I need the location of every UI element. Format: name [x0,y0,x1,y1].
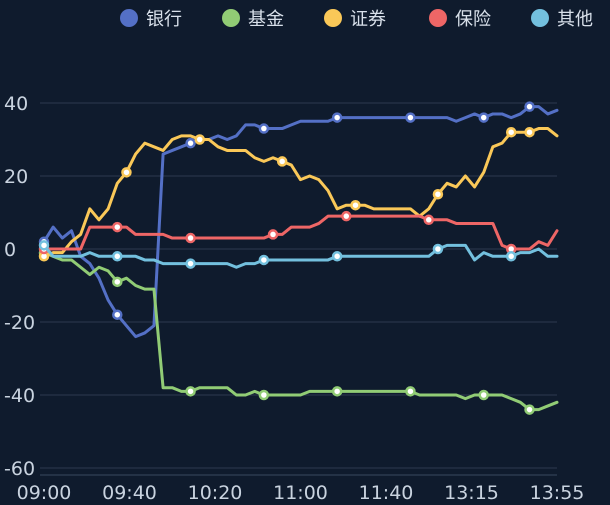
x-tick-label: 13:55 [530,482,585,504]
data-point[interactable] [423,214,434,226]
series-1 [38,247,559,415]
legend-item[interactable]: 其他 [531,9,593,30]
data-point[interactable] [432,243,444,255]
data-point[interactable] [524,404,535,415]
grid-lines [40,102,557,476]
legend-label: 其他 [557,9,593,30]
legend-swatch [324,9,342,27]
y-tick-label: 20 [4,166,28,188]
legend-label: 基金 [248,9,284,30]
data-point[interactable] [185,258,196,269]
series-0 [38,101,559,339]
legend-item[interactable]: 基金 [222,9,284,30]
legend-label: 保险 [455,9,491,30]
data-point[interactable] [258,123,270,134]
data-point[interactable] [350,199,361,211]
x-tick-label: 11:40 [359,482,414,504]
series-line [42,251,559,412]
data-point[interactable] [185,137,196,149]
x-tick-label: 09:00 [17,482,72,504]
data-point[interactable] [112,251,123,262]
x-tick-label: 10:20 [188,482,243,504]
series-2 [38,126,559,262]
data-point[interactable] [121,167,132,178]
data-point[interactable] [505,251,517,262]
data-point[interactable] [276,156,288,167]
y-tick-label: 40 [4,93,28,115]
series-line [42,127,559,258]
y-tick-label: -40 [4,385,35,407]
data-point[interactable] [112,276,123,288]
data-point[interactable] [331,386,343,397]
series-4 [38,240,559,269]
data-point[interactable] [478,112,489,123]
y-tick-label: -60 [4,458,35,480]
data-point[interactable] [478,389,489,401]
data-point[interactable] [432,189,444,200]
data-point[interactable] [505,126,517,138]
data-point[interactable] [185,386,196,397]
data-point[interactable] [524,126,535,138]
legend-swatch [429,9,447,27]
x-tick-label: 13:15 [444,482,499,504]
x-axis-ticks: 09:00 09:40 10:20 11:00 11:40 13:15 13:55 [17,482,585,504]
data-point[interactable] [185,232,196,244]
series-line [42,105,559,339]
data-point[interactable] [524,101,535,112]
legend-swatch [531,9,549,27]
data-point[interactable] [258,254,270,266]
y-tick-label: 0 [4,239,16,261]
series-line [42,243,559,269]
x-tick-label: 11:00 [273,482,328,504]
data-point[interactable] [258,389,270,401]
legend-label: 证券 [350,9,386,30]
series-3 [38,210,559,255]
data-point[interactable] [38,240,50,251]
legend-item[interactable]: 保险 [429,9,491,30]
data-point[interactable] [405,112,416,123]
legend-label: 银行 [146,9,182,30]
legend-swatch [120,9,138,27]
series-line [42,214,559,251]
data-point[interactable] [341,210,352,222]
y-axis-ticks: 40 20 0 -20 -40 -60 [4,93,35,480]
legend-item[interactable]: 银行 [120,9,182,30]
data-point[interactable] [112,221,123,233]
data-point[interactable] [267,229,279,240]
series-lines [38,101,559,415]
legend[interactable]: 银行 基金 证券 保险 其他 [120,9,593,30]
data-point[interactable] [405,386,416,397]
data-point[interactable] [331,112,343,123]
y-tick-label: -20 [4,312,35,334]
data-point[interactable] [331,251,343,262]
x-tick-label: 09:40 [102,482,157,504]
data-point[interactable] [112,309,123,320]
legend-item[interactable]: 证券 [324,9,386,30]
legend-swatch [222,9,240,27]
data-point[interactable] [194,134,205,145]
